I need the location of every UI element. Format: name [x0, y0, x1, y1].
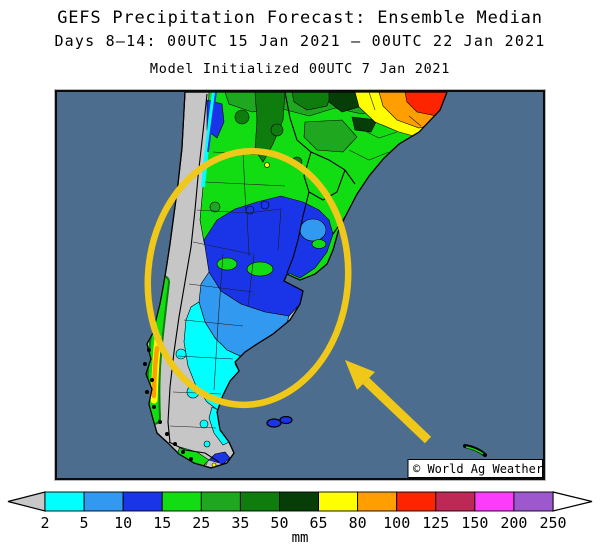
- colorbar-over-arrow: [552, 491, 593, 512]
- map-canvas: © World Ag Weather: [57, 92, 543, 478]
- colorbar-segment: [122, 491, 163, 512]
- valid-period-subtitle: Days 8–14: 00UTC 15 Jan 2021 – 00UTC 22 …: [54, 32, 546, 50]
- colorbar-segment: [318, 491, 359, 512]
- colorbar-tick-label: 65: [310, 514, 328, 532]
- colorbar-units-label: mm: [292, 530, 309, 546]
- page-title: GEFS Precipitation Forecast: Ensemble Me…: [57, 8, 543, 28]
- country-borders: [167, 92, 356, 463]
- highlight-arrow-shaft: [362, 377, 432, 444]
- colorbar-segment: [435, 491, 476, 512]
- falkland-islands: [266, 415, 293, 428]
- colorbar-segment: [44, 491, 85, 512]
- watermark: © World Ag Weather: [407, 459, 543, 478]
- colorbar-segments: [44, 491, 554, 512]
- colorbar: 2 5 10 15 25 35 50 65 80 100 125 150 200 250 mm: [7, 491, 593, 546]
- precip-green-spots: [176, 239, 327, 467]
- colorbar-tick-label: 25: [192, 514, 210, 532]
- colorbar-tick-label: 80: [349, 514, 367, 532]
- colorbar-tick-label: 250: [539, 514, 566, 532]
- watermark-text: © World Ag Weather: [413, 462, 543, 476]
- highlight-ellipse-annotation: [144, 147, 352, 409]
- colorbar-segment: [161, 491, 202, 512]
- colorbar-tick-label: 15: [153, 514, 171, 532]
- province-borders: [169, 92, 422, 429]
- colorbar-tick-label: 50: [270, 514, 288, 532]
- colorbar-tick-label: 5: [80, 514, 89, 532]
- andes-blue-sliver: [207, 92, 217, 153]
- colorbar-tick-label: 10: [114, 514, 132, 532]
- andes-stripe-orange: [151, 345, 160, 399]
- colorbar-segment: [279, 491, 319, 512]
- colorbar-tick-label: 35: [231, 514, 249, 532]
- south-georgia-green: [465, 446, 484, 455]
- colorbar-tick-label: 150: [461, 514, 488, 532]
- colorbar-segment: [239, 491, 280, 512]
- colorbar-tick-labels: 2 5 10 15 25 35 50 65 80 100 125 150 200 250: [40, 514, 566, 532]
- colorbar-tick-label: 125: [422, 514, 449, 532]
- colorbar-tick-label: 200: [500, 514, 527, 532]
- colorbar-segment: [357, 491, 398, 512]
- highlight-arrow-head: [345, 360, 375, 390]
- forecast-map: © World Ag Weather: [55, 90, 545, 480]
- fjord-islets: [143, 348, 193, 461]
- andes-cyan-sliver: [201, 92, 216, 188]
- colorbar-segment: [513, 491, 554, 512]
- model-init-subtitle: Model Initialized 00UTC 7 Jan 2021: [149, 61, 451, 77]
- colorbar-segment: [474, 491, 515, 512]
- colorbar-tick-label: 2: [40, 514, 49, 532]
- colorbar-tick-label: 100: [383, 514, 410, 532]
- colorbar-under-arrow: [7, 491, 46, 512]
- colorbar-segment: [83, 491, 124, 512]
- colorbar-segment: [396, 491, 437, 512]
- colorbar-segment: [200, 491, 241, 512]
